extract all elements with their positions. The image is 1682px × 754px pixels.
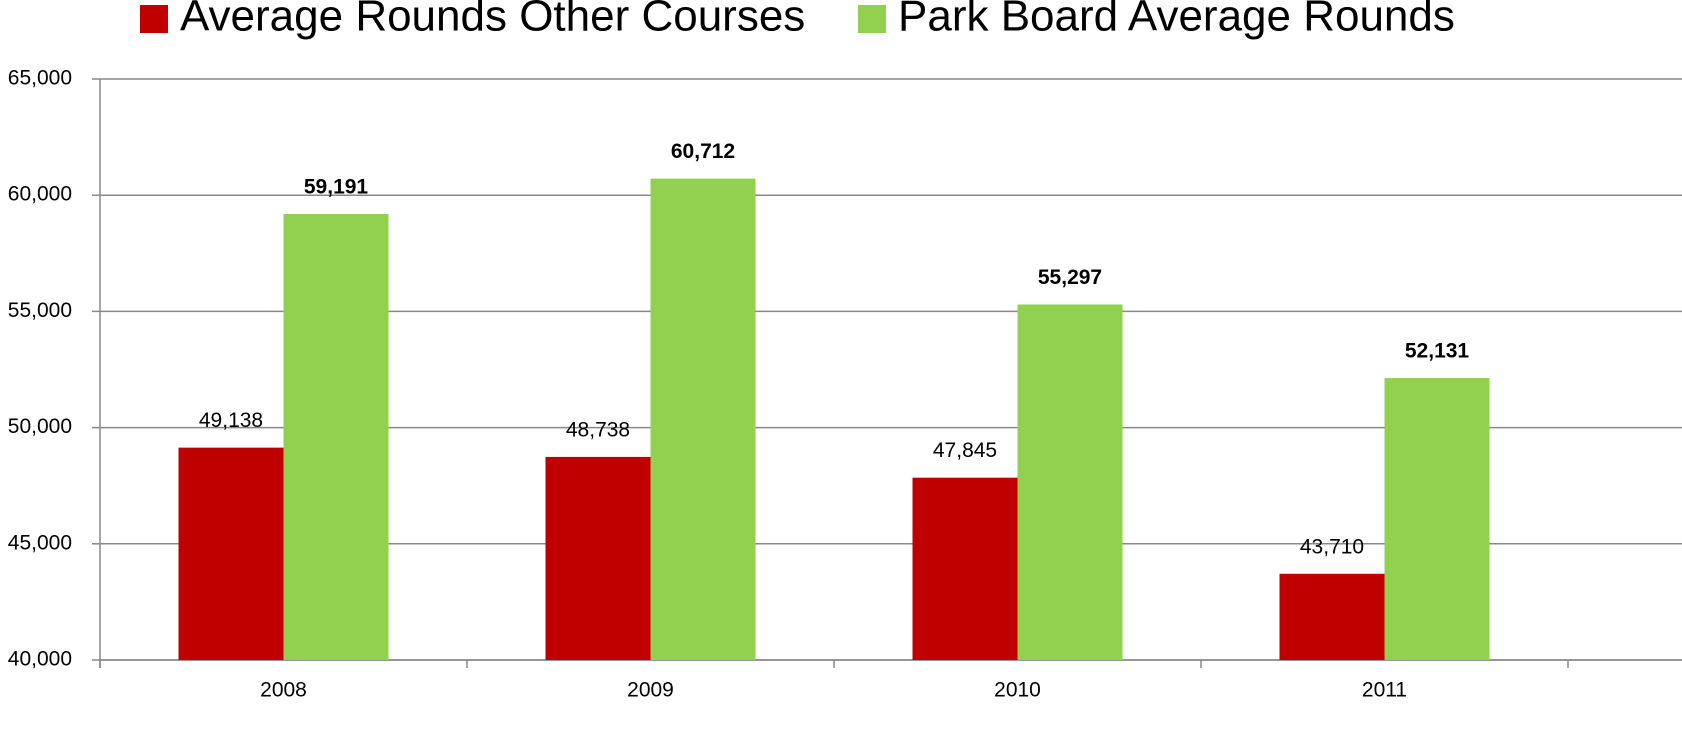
y-tick-label: 40,000 xyxy=(8,648,72,671)
y-tick-label: 55,000 xyxy=(8,299,72,322)
x-tick-label: 2009 xyxy=(627,679,674,702)
value-label: 60,712 xyxy=(671,140,735,163)
bar xyxy=(1279,573,1385,660)
bar xyxy=(912,477,1018,660)
value-label: 47,845 xyxy=(933,439,997,462)
value-label: 48,738 xyxy=(566,418,630,441)
value-label: 55,297 xyxy=(1038,266,1102,289)
legend-label: Park Board Average Rounds xyxy=(898,0,1455,41)
x-tick-label: 2008 xyxy=(260,679,307,702)
y-tick-label: 50,000 xyxy=(8,415,72,438)
y-tick-label: 60,000 xyxy=(8,183,72,206)
legend: Average Rounds Other Courses Park Board A… xyxy=(140,0,1455,41)
x-tick-label: 2010 xyxy=(994,679,1041,702)
y-tick-label: 65,000 xyxy=(8,67,72,90)
value-label: 49,138 xyxy=(199,409,263,432)
bar xyxy=(1384,378,1490,660)
legend-swatch xyxy=(858,5,886,33)
bar xyxy=(283,214,389,660)
bar xyxy=(545,456,651,660)
value-label: 52,131 xyxy=(1405,340,1470,363)
bar xyxy=(1017,304,1123,660)
bar xyxy=(178,447,284,660)
value-label: 43,710 xyxy=(1300,535,1364,558)
legend-label: Average Rounds Other Courses xyxy=(180,0,805,41)
bar xyxy=(650,178,756,660)
legend-swatch xyxy=(140,5,168,33)
y-tick-label: 45,000 xyxy=(8,531,72,554)
value-label: 59,191 xyxy=(304,176,369,199)
x-tick-label: 2011 xyxy=(1362,679,1407,702)
